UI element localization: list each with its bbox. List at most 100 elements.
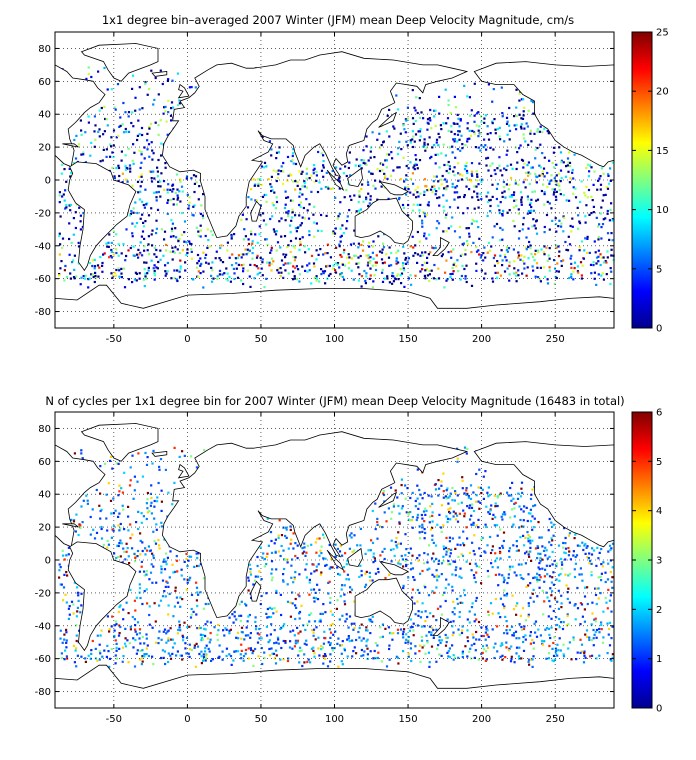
data-bin: [72, 276, 76, 279]
data-bin: [280, 613, 283, 617]
data-bin: [292, 245, 295, 248]
data-bin: [365, 275, 368, 278]
data-bin: [402, 586, 405, 590]
data-bin: [205, 261, 208, 264]
data-bin: [498, 547, 501, 550]
data-bin: [87, 66, 90, 69]
data-bin: [120, 487, 123, 490]
data-bin: [418, 537, 422, 540]
data-bin: [567, 587, 570, 590]
data-bin: [416, 516, 419, 519]
data-bin: [404, 256, 408, 260]
data-bin: [497, 612, 500, 615]
data-bin: [357, 266, 360, 269]
data-bin: [503, 190, 506, 193]
data-bin: [488, 512, 491, 515]
x-tick-label: 250: [546, 714, 565, 725]
data-bin: [141, 649, 144, 652]
data-bin: [328, 580, 331, 583]
data-bin: [480, 652, 483, 655]
data-bin: [473, 120, 476, 123]
data-bin: [137, 510, 140, 513]
data-bin: [473, 642, 476, 645]
data-bin: [580, 274, 583, 277]
data-bin: [323, 270, 327, 273]
data-bin: [481, 645, 485, 648]
data-bin: [178, 626, 181, 629]
data-bin: [529, 539, 532, 542]
data-bin: [398, 521, 401, 524]
data-bin: [563, 216, 566, 219]
data-bin: [59, 267, 62, 270]
data-bin: [536, 545, 539, 548]
data-bin: [195, 599, 198, 602]
data-bin: [168, 592, 171, 595]
data-bin: [199, 272, 202, 275]
data-bin: [121, 491, 124, 494]
data-bin: [496, 566, 499, 569]
data-bin: [238, 603, 241, 606]
data-bin: [215, 250, 218, 253]
data-bin: [117, 462, 120, 465]
data-bin: [566, 614, 569, 618]
data-bin: [520, 487, 523, 490]
data-bin: [499, 138, 502, 141]
data-bin: [387, 256, 391, 259]
data-bin: [169, 654, 172, 657]
data-bin: [283, 623, 286, 626]
data-bin: [475, 618, 478, 621]
data-bin: [298, 612, 301, 615]
data-bin: [416, 600, 419, 603]
data-bin: [180, 654, 183, 657]
y-tick-label: 40: [38, 490, 51, 501]
data-bin: [110, 250, 113, 253]
data-bin: [484, 551, 487, 554]
data-bin: [114, 654, 117, 657]
data-bin: [294, 266, 297, 269]
data-bin: [586, 235, 589, 238]
data-bin: [566, 591, 569, 594]
data-bin: [548, 633, 551, 636]
data-bin: [507, 188, 510, 191]
data-bin: [459, 595, 462, 598]
data-bin: [403, 128, 406, 131]
data-bin: [266, 634, 269, 637]
data-bin: [411, 519, 414, 522]
data-bin: [256, 641, 260, 644]
data-bin: [437, 479, 440, 482]
data-bin: [501, 518, 504, 521]
data-bin: [289, 630, 292, 633]
data-bin: [461, 625, 464, 628]
data-bin: [441, 594, 444, 597]
data-bin: [122, 101, 125, 105]
data-bin: [606, 209, 609, 213]
data-bin: [423, 584, 426, 587]
data-bin: [343, 248, 346, 252]
data-bin: [527, 584, 530, 587]
data-bin: [468, 137, 471, 140]
data-bin: [535, 181, 538, 184]
data-bin: [179, 178, 182, 181]
data-bin: [501, 174, 504, 177]
data-bin: [579, 638, 582, 641]
data-bin: [395, 251, 398, 254]
data-bin: [480, 120, 483, 123]
data-bin: [268, 140, 271, 143]
data-bin: [268, 639, 271, 642]
data-bin: [432, 560, 436, 563]
data-bin: [515, 204, 518, 207]
data-bin: [429, 612, 432, 615]
data-bin: [75, 639, 78, 643]
data-bin: [147, 214, 151, 217]
data-bin: [204, 256, 207, 260]
data-bin: [161, 649, 164, 652]
data-bin: [125, 542, 128, 545]
data-bin: [142, 225, 146, 228]
data-bin: [180, 211, 184, 215]
data-bin: [150, 512, 153, 515]
data-bin: [308, 620, 311, 623]
data-bin: [426, 561, 429, 564]
data-bin: [244, 652, 247, 655]
data-bin: [511, 594, 514, 597]
data-bin: [390, 251, 393, 255]
